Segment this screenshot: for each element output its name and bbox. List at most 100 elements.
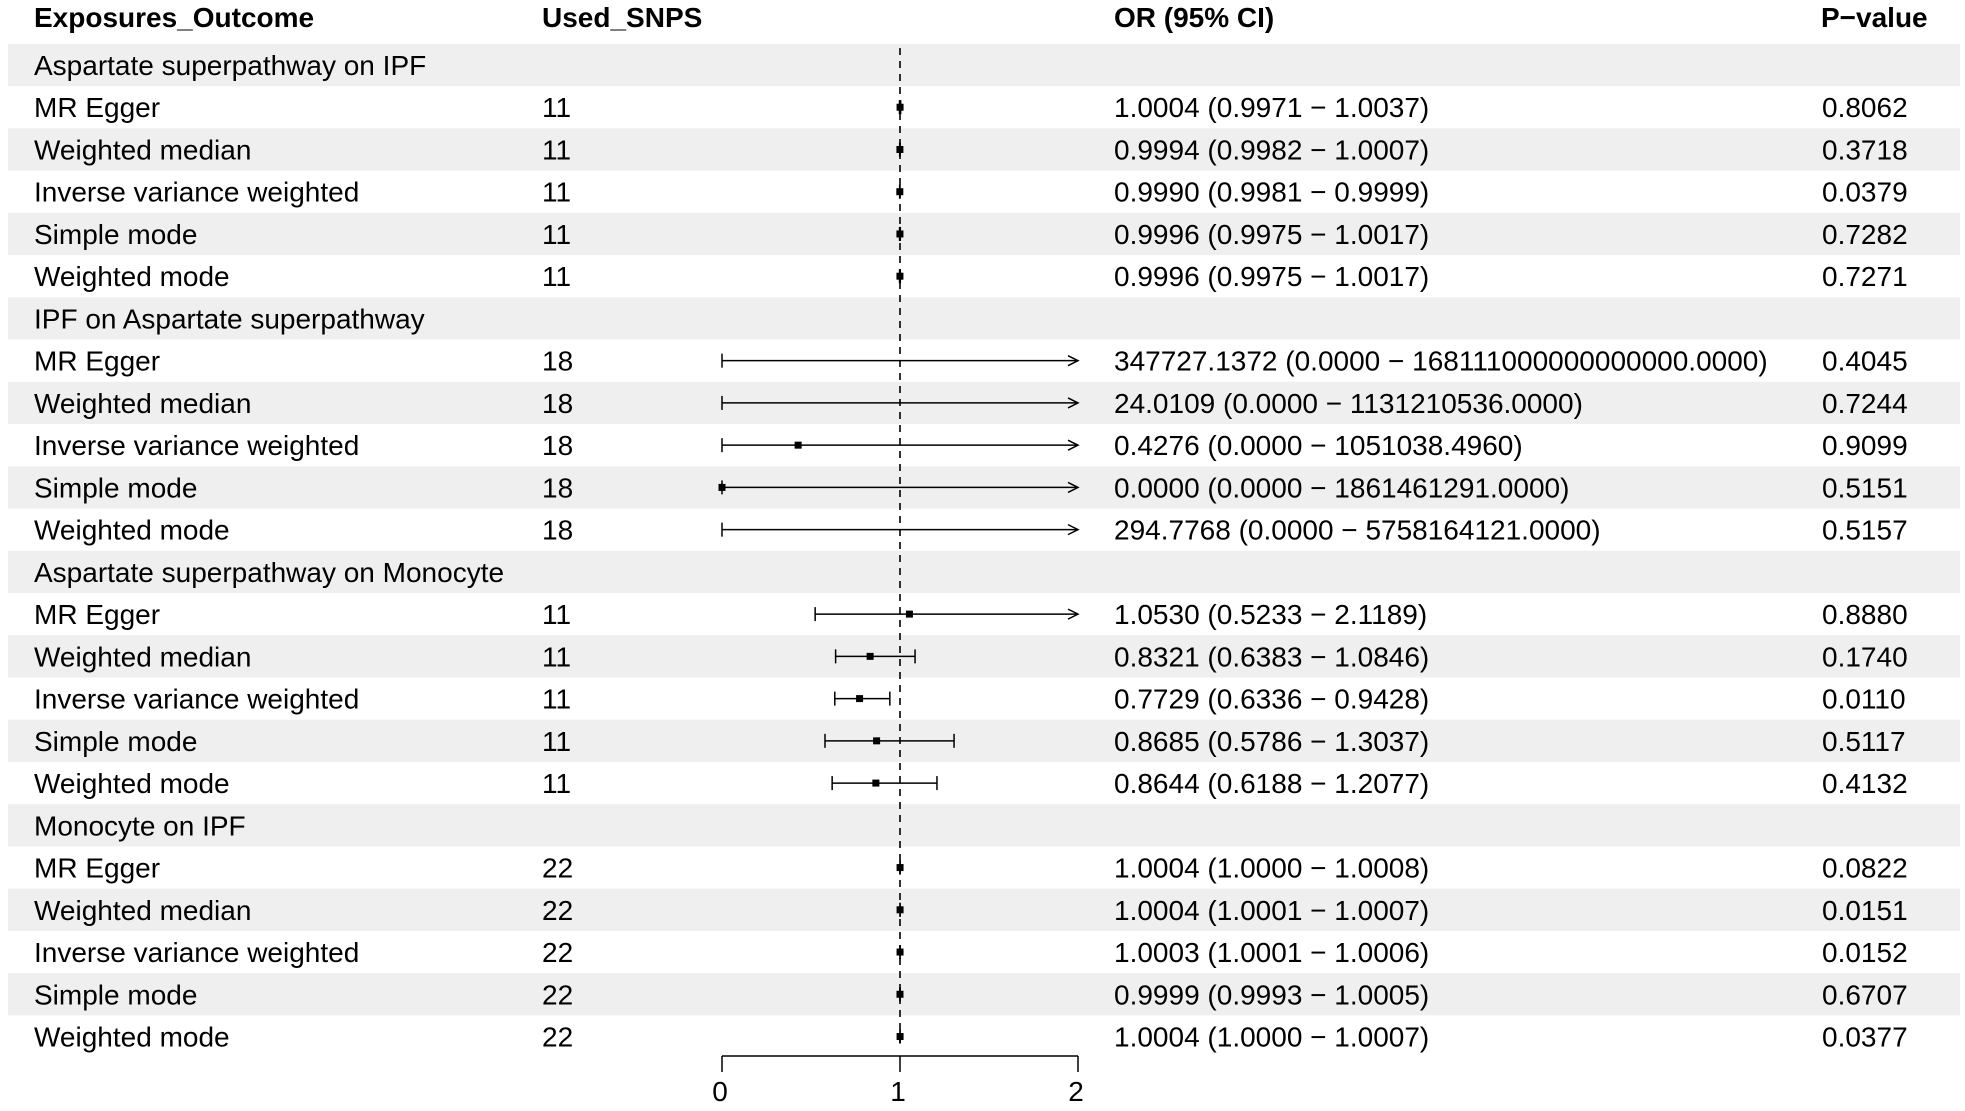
snps-value: 11 [542,219,571,250]
method-label: Weighted mode [34,515,230,546]
p-value: 0.3718 [1822,134,1908,165]
point-estimate [856,695,864,703]
snps-value: 22 [542,853,573,884]
or-ci-value: 0.4276 (0.0000 − 1051038.4960) [1114,430,1523,461]
p-value: 0.9099 [1822,430,1908,461]
header-or: OR (95% CI) [1114,2,1274,33]
snps-value: 22 [542,937,573,968]
method-label: MR Egger [34,92,160,123]
p-value: 0.0110 [1822,684,1906,715]
snps-value: 22 [542,979,573,1010]
row-stripe [8,550,1960,593]
ci-arrow-right [1067,523,1080,536]
or-ci-value: 0.9996 (0.9975 − 1.0017) [1114,261,1429,292]
or-ci-value: 0.9994 (0.9982 − 1.0007) [1114,134,1429,165]
or-ci-value: 0.0000 (0.0000 − 1861461291.0000) [1114,472,1569,503]
method-label: Weighted mode [34,768,230,799]
or-ci-value: 0.8685 (0.5786 − 1.3037) [1114,726,1429,757]
row-stripe [8,635,1960,678]
point-estimate [866,652,874,660]
row-stripe [8,297,1960,340]
ci-arrow-right [1067,439,1080,451]
x-tick-label: 0 [712,1076,728,1107]
or-ci-value: 1.0004 (1.0000 − 1.0008) [1114,853,1429,884]
p-value: 0.7282 [1822,219,1908,250]
p-value: 0.0151 [1822,895,1908,926]
or-ci-value: 1.0004 (1.0000 − 1.0007) [1114,1022,1429,1053]
p-value: 0.7271 [1822,261,1908,292]
estimate-marks [718,100,1080,1044]
point-estimate [794,441,802,449]
point-estimate [873,737,881,745]
method-label: MR Egger [34,853,160,884]
or-ci-value: 0.8644 (0.6188 − 1.2077) [1114,768,1429,799]
group-label: IPF on Aspartate superpathway [34,303,425,334]
x-tick-label: 1 [890,1076,906,1107]
p-value: 0.0152 [1822,937,1908,968]
snps-value: 18 [542,472,573,503]
method-label: Simple mode [34,219,197,250]
p-value: 0.0822 [1822,853,1908,884]
point-estimate [718,483,726,491]
method-label: Inverse variance weighted [34,937,359,968]
or-ci-value: 0.7729 (0.6336 − 0.9428) [1114,684,1429,715]
method-label: Weighted median [34,388,251,419]
p-value: 0.4132 [1822,768,1908,799]
point-estimate [896,103,904,111]
method-label: Inverse variance weighted [34,430,359,461]
point-estimate [872,779,880,787]
point-estimate [896,272,904,280]
header-snps: Used_SNPS [542,2,702,33]
snps-value: 22 [542,895,573,926]
snps-value: 11 [542,641,571,672]
row-stripe [8,973,1960,1016]
point-estimate [896,145,904,153]
or-ci-value: 0.9990 (0.9981 − 0.9999) [1114,177,1429,208]
ci-arrow-right [1067,608,1080,620]
point-estimate [896,230,904,238]
header-pvalue: P−value [1821,2,1928,33]
snps-value: 11 [542,92,571,123]
table-rows: Aspartate superpathway on IPF MR Egger 11 1… [34,50,1908,1053]
method-label: Simple mode [34,472,197,503]
snps-value: 11 [542,726,571,757]
method-label: Weighted median [34,895,251,926]
row-stripe [8,43,1960,87]
group-label: Aspartate superpathway on Monocyte [34,557,504,588]
point-estimate [896,1033,904,1041]
point-estimate [896,188,904,196]
or-ci-value: 0.9999 (0.9993 − 1.0005) [1114,979,1429,1010]
point-estimate [896,906,904,914]
p-value: 0.4045 [1822,346,1908,377]
method-label: Weighted mode [34,261,230,292]
group-label: Monocyte on IPF [34,810,246,841]
snps-value: 11 [542,261,571,292]
row-stripe [8,804,1960,847]
p-value: 0.0379 [1822,177,1908,208]
or-ci-value: 1.0004 (1.0001 − 1.0007) [1114,895,1429,926]
point-estimate [896,948,904,956]
snps-value: 18 [542,430,573,461]
method-label: Inverse variance weighted [34,684,359,715]
p-value: 0.1740 [1822,641,1908,672]
or-ci-value: 24.0109 (0.0000 − 1131210536.0000) [1114,388,1583,419]
snps-value: 18 [542,346,573,377]
or-ci-value: 347727.1372 (0.0000 − 168111000000000000… [1114,346,1768,377]
header-exposure: Exposures_Outcome [34,2,314,33]
snps-value: 18 [542,388,573,419]
p-value: 0.0377 [1822,1022,1908,1053]
p-value: 0.5151 [1822,472,1908,503]
method-label: Weighted median [34,134,251,165]
or-ci-value: 0.9996 (0.9975 − 1.0017) [1114,219,1429,250]
method-label: MR Egger [34,346,160,377]
snps-value: 11 [542,177,571,208]
column-headers: Exposures_Outcome Used_SNPS OR (95% CI) … [34,2,1928,33]
point-estimate [896,990,904,998]
method-label: Simple mode [34,726,197,757]
row-stripe [8,212,1960,256]
p-value: 0.5117 [1822,726,1906,757]
method-label: Weighted median [34,641,251,672]
or-ci-value: 1.0003 (1.0001 − 1.0006) [1114,937,1429,968]
p-value: 0.5157 [1822,515,1908,546]
